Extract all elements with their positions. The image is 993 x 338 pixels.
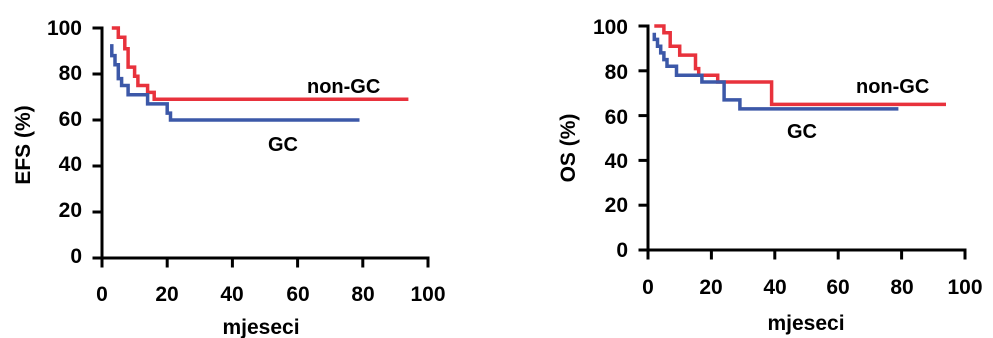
- efs-y-tick-label: 60: [59, 108, 82, 131]
- efs-y-tick-label: 0: [70, 245, 82, 268]
- efs-y-tick-label: 40: [59, 153, 82, 176]
- efs-series-line-non-gc: [111, 26, 409, 102]
- os-y-tick-label: 100: [593, 16, 628, 39]
- os-x-tick-label: 80: [890, 276, 913, 299]
- efs-x-ticks: 0 20 40 60 80 100: [96, 283, 445, 306]
- os-y-tick-label: 80: [605, 61, 628, 84]
- efs-y-axis-title: EFS (%): [12, 105, 35, 184]
- efs-y-tick-label: 80: [59, 62, 82, 85]
- os-series-label-gc: GC: [787, 121, 817, 143]
- efs-x-axis-label: mjeseci: [222, 316, 299, 338]
- efs-x-tick-label: 80: [351, 283, 374, 306]
- os-y-tick-label: 0: [616, 239, 628, 262]
- efs-x-tick-label: 100: [410, 283, 445, 306]
- os-x-tick-label: 20: [699, 276, 722, 299]
- efs-y-tick-label: 20: [59, 199, 82, 222]
- efs-plot-area: [92, 26, 430, 268]
- os-x-ticks: 0 20 40 60 80 100: [642, 276, 982, 299]
- efs-x-tick-label: 0: [96, 283, 108, 306]
- os-y-tick-label: 20: [605, 194, 628, 217]
- os-x-tick-label: 40: [763, 276, 786, 299]
- efs-x-tick-label: 40: [220, 283, 243, 306]
- os-x-tick-label: 0: [642, 276, 654, 299]
- efs-series-label-gc: GC: [268, 134, 298, 156]
- efs-series-line-gc: [110, 44, 360, 122]
- efs-x-tick-label: 60: [286, 283, 309, 306]
- os-y-axis-title: OS (%): [557, 114, 580, 183]
- os-series-line-non-gc: [654, 24, 946, 107]
- os-series-line-gc: [652, 32, 899, 111]
- efs-y-axis-label: EFS (%): [12, 105, 35, 184]
- efs-chart: EFS (%) mjeseci 100 80 60 40 20 0 0 20 4…: [12, 17, 446, 338]
- os-plot-area: [638, 24, 967, 260]
- os-chart: OS (%) mjeseci 100 80 60 40 20 0 0 20 40…: [557, 16, 983, 335]
- os-y-tick-label: 60: [605, 106, 628, 129]
- efs-x-tick-label: 20: [155, 283, 178, 306]
- efs-y-tick-label: 100: [47, 17, 82, 40]
- efs-series-label-non-gc: non-GC: [307, 76, 380, 98]
- os-y-axis-label: OS (%): [557, 114, 580, 183]
- os-x-tick-label: 100: [947, 276, 982, 299]
- os-x-tick-label: 60: [826, 276, 849, 299]
- os-series-label-non-gc: non-GC: [856, 76, 929, 98]
- os-y-ticks: 100 80 60 40 20 0: [593, 16, 628, 262]
- os-x-axis-label: mjeseci: [767, 312, 844, 335]
- efs-y-ticks: 100 80 60 40 20 0: [47, 17, 82, 268]
- os-y-tick-label: 40: [605, 150, 628, 173]
